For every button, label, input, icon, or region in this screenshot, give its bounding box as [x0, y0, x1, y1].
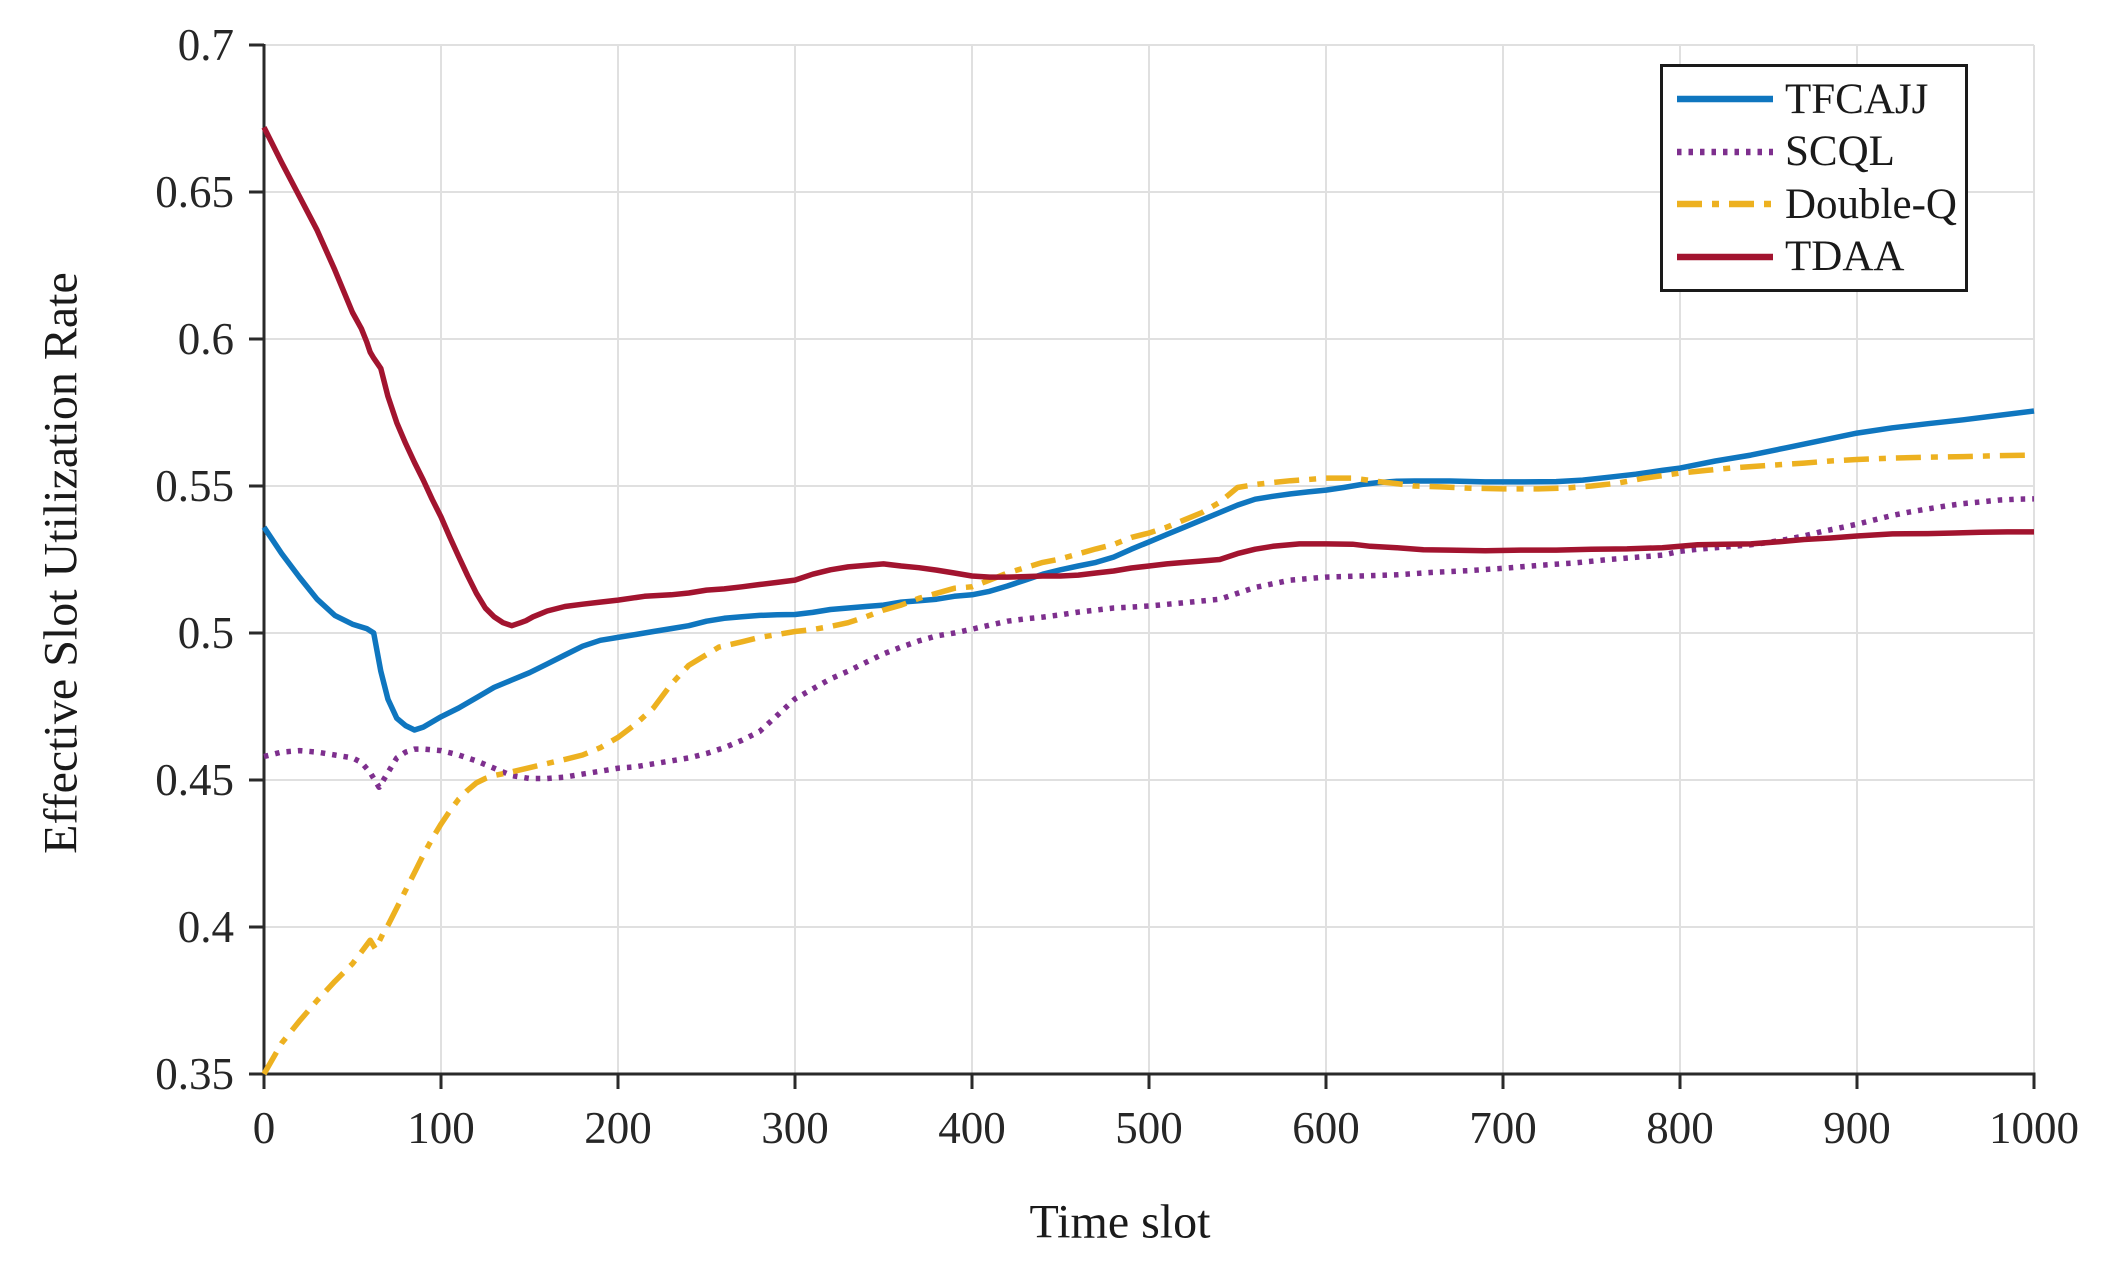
legend-line-sample: [1677, 201, 1773, 208]
legend-line-sample: [1677, 96, 1773, 103]
x-tick-label: 0: [253, 1103, 276, 1153]
x-tick-label: 100: [407, 1103, 475, 1153]
y-tick-labels: 0.35 0.4 0.45 0.5 0.55 0.6 0.65 0.7: [155, 20, 234, 1099]
x-tick-label: 400: [938, 1103, 1006, 1153]
legend-line-sample: [1677, 253, 1773, 260]
data-series-curves: [261, 126, 2035, 1076]
y-axis-title: Effective Slot Utilization Rate: [34, 272, 88, 854]
x-tick-label: 200: [584, 1103, 652, 1153]
legend-item-double-q: Double-Q: [1675, 183, 1965, 226]
legend-item-tdaa: TDAA: [1675, 235, 1965, 278]
legend-line-sample: [1677, 148, 1773, 155]
series-line-tfcajj: [261, 408, 2035, 733]
y-tick-label: 0.65: [155, 167, 234, 217]
legend-label: SCQL: [1785, 128, 1895, 176]
x-tick-labels: 0 100 200 300 400 500 600 700 800 900 1000: [253, 1103, 2079, 1153]
y-tick-label: 0.55: [155, 461, 234, 511]
x-tick-label: 900: [1823, 1103, 1891, 1153]
y-tick-label: 0.7: [178, 20, 234, 70]
legend-label: Double-Q: [1785, 180, 1957, 228]
x-tick-label: 1000: [1989, 1103, 2079, 1153]
tick-marks: [249, 43, 2036, 1089]
x-tick-label: 300: [761, 1103, 829, 1153]
legend-item-scql: SCQL: [1675, 130, 1965, 173]
y-tick-label: 0.6: [178, 314, 234, 364]
legend-item-tfcajj: TFCAJJ: [1675, 78, 1965, 121]
series-line-double-q: [261, 452, 2035, 1076]
y-tick-label: 0.45: [155, 755, 234, 805]
y-tick-label: 0.35: [155, 1049, 234, 1099]
legend-label: TDAA: [1785, 233, 1905, 281]
y-tick-label: 0.4: [178, 902, 234, 952]
x-tick-label: 600: [1292, 1103, 1360, 1153]
legend-label: TFCAJJ: [1785, 75, 1929, 123]
x-axis-title: Time slot: [1029, 1195, 1211, 1249]
legend: TFCAJJ SCQL Double-Q TDAA: [1660, 64, 1968, 292]
y-tick-label: 0.5: [178, 608, 234, 658]
x-tick-label: 800: [1646, 1103, 1714, 1153]
x-tick-label: 700: [1469, 1103, 1537, 1153]
x-tick-label: 500: [1115, 1103, 1183, 1153]
series-line-tdaa: [261, 126, 2034, 629]
